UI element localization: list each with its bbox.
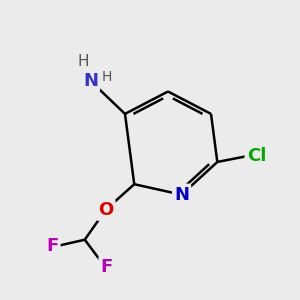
- Text: N: N: [174, 186, 189, 204]
- Text: H: H: [77, 54, 89, 69]
- Text: Cl: Cl: [247, 147, 266, 165]
- Text: F: F: [46, 237, 59, 255]
- Text: F: F: [100, 258, 113, 276]
- Text: O: O: [98, 201, 113, 219]
- Text: N: N: [83, 72, 98, 90]
- Text: H: H: [102, 70, 112, 84]
